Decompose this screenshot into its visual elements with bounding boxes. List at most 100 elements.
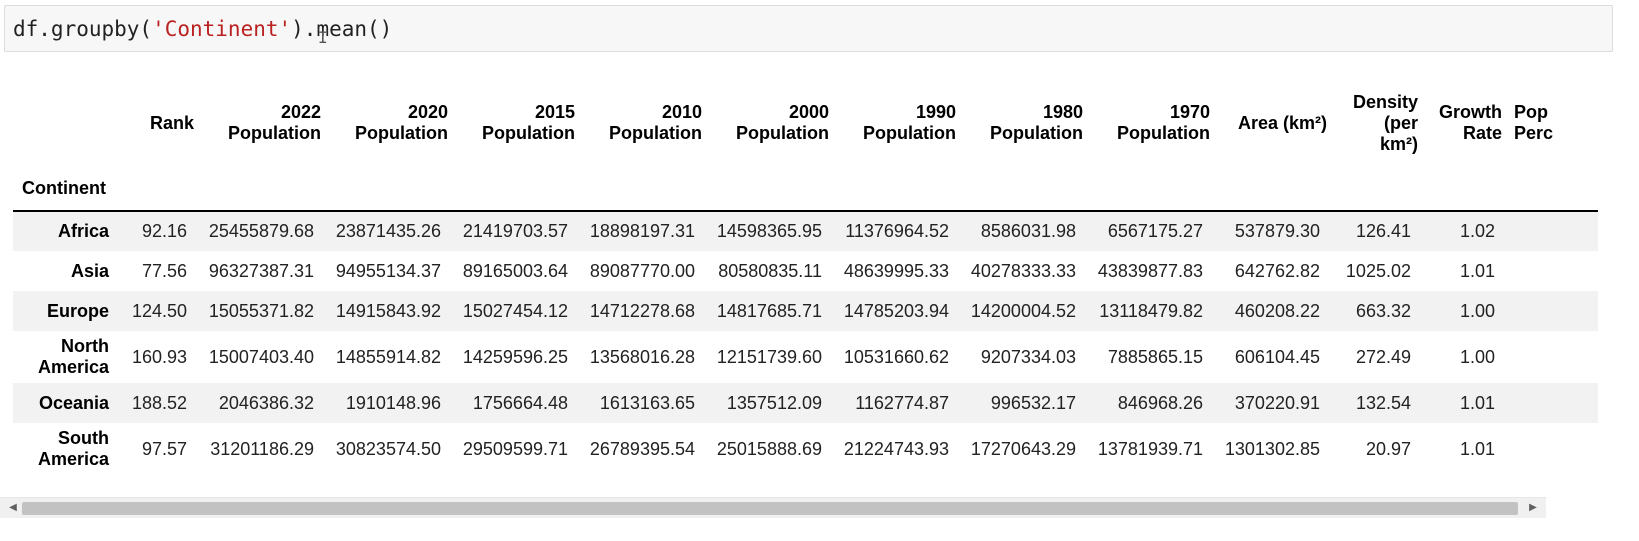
table-cell: 13118479.82 <box>1099 300 1203 321</box>
column-header: 2000 Population <box>736 102 829 143</box>
table-cell: 40278333.33 <box>970 260 1076 281</box>
table-cell: 18898197.31 <box>589 221 695 241</box>
row-index: South America <box>37 428 109 469</box>
column-header-blank <box>13 80 116 166</box>
column-header: Growth Rate <box>1439 102 1502 143</box>
table-cell: 460208.22 <box>1234 300 1320 321</box>
column-header: 2010 Population <box>609 102 702 143</box>
column-header: 1980 Population <box>990 102 1083 143</box>
table-cell: 8586031.98 <box>980 221 1076 241</box>
row-index: North America <box>37 336 109 377</box>
table-cell: 1.01 <box>1459 260 1495 281</box>
row-index: Europe <box>46 300 109 321</box>
table-cell: 6567175.27 <box>1107 221 1203 241</box>
dataframe-table: Rank 2022 Population 2020 Population 2015 P… <box>13 80 1598 475</box>
table-cell: 14712278.68 <box>589 300 695 321</box>
table-cell: 97.57 <box>141 438 187 459</box>
text-cursor-icon: I <box>318 28 328 47</box>
table-cell: 10531660.62 <box>843 346 949 367</box>
table-cell: 15007403.40 <box>208 346 314 367</box>
table-cell: 89087770.00 <box>589 260 695 281</box>
table-cell: 21419703.57 <box>462 221 568 241</box>
table-cell: 17270643.29 <box>970 438 1076 459</box>
table-row: Africa 92.16 25455879.68 23871435.26 214… <box>13 211 1598 251</box>
table-cell: 13568016.28 <box>589 346 695 367</box>
table-row: Oceania 188.52 2046386.32 1910148.96 175… <box>13 383 1598 423</box>
column-header-truncated: Pop Perc <box>1514 102 1554 143</box>
output-area: Rank 2022 Population 2020 Population 2015 P… <box>0 80 1613 517</box>
table-cell: 15027454.12 <box>462 300 568 321</box>
table-cell: 370220.91 <box>1234 392 1320 413</box>
table-cell-truncated <box>1502 251 1598 291</box>
scrollbar-thumb[interactable] <box>22 502 1518 515</box>
table-cell: 12151739.60 <box>716 346 822 367</box>
triangle-right-icon[interactable]: ▶ <box>1529 502 1537 513</box>
code-prefix: df.groupby( <box>13 16 153 41</box>
table-cell: 14200004.52 <box>970 300 1076 321</box>
column-header: 1990 Population <box>863 102 956 143</box>
table-cell: 29509599.71 <box>462 438 568 459</box>
table-cell: 80580835.11 <box>718 260 822 281</box>
table-cell: 132.54 <box>1355 392 1411 413</box>
table-cell: 25455879.68 <box>208 221 314 241</box>
table-cell: 48639995.33 <box>843 260 949 281</box>
table-cell: 1756664.48 <box>472 392 568 413</box>
table-cell: 14855914.82 <box>335 346 441 367</box>
table-cell: 996532.17 <box>990 392 1076 413</box>
row-index: Asia <box>70 260 109 281</box>
table-row: North America 160.93 15007403.40 14855914… <box>13 331 1598 383</box>
table-cell-truncated <box>1502 211 1598 251</box>
table-cell: 23871435.26 <box>335 221 441 241</box>
table-cell: 30823574.50 <box>335 438 441 459</box>
table-cell: 89165003.64 <box>462 260 568 281</box>
table-cell-truncated <box>1502 331 1598 383</box>
table-row: Asia 77.56 96327387.31 94955134.37 89165… <box>13 251 1598 291</box>
table-cell: 642762.82 <box>1234 260 1320 281</box>
table-cell: 663.32 <box>1355 300 1411 321</box>
index-name: Continent <box>22 177 106 198</box>
table-cell: 606104.45 <box>1234 346 1320 367</box>
table-cell: 1.00 <box>1459 300 1495 321</box>
table-cell: 14915843.92 <box>335 300 441 321</box>
table-cell: 14259596.25 <box>462 346 568 367</box>
table-cell: 188.52 <box>131 392 187 413</box>
table-cell: 77.56 <box>141 260 187 281</box>
table-cell: 26789395.54 <box>589 438 695 459</box>
table-row: South America 97.57 31201186.29 30823574.… <box>13 423 1598 475</box>
row-index: Africa <box>57 221 109 241</box>
table-cell-truncated <box>1502 383 1598 423</box>
table-cell: 14598365.95 <box>716 221 822 241</box>
table-cell: 1910148.96 <box>345 392 441 413</box>
table-cell: 11376964.52 <box>845 221 949 241</box>
table-cell: 1.00 <box>1459 346 1495 367</box>
table-cell: 96327387.31 <box>208 260 314 281</box>
table-cell: 13781939.71 <box>1097 438 1203 459</box>
table-cell: 537879.30 <box>1234 221 1320 241</box>
table-cell: 1.02 <box>1459 221 1495 241</box>
table-cell: 1025.02 <box>1345 260 1411 281</box>
table-row: Europe 124.50 15055371.82 14915843.92 15… <box>13 291 1598 331</box>
column-header: 2020 Population <box>355 102 448 143</box>
table-cell: 20.97 <box>1365 438 1411 459</box>
table-cell-truncated <box>1502 423 1598 475</box>
row-index: Oceania <box>38 392 109 413</box>
table-cell: 1357512.09 <box>726 392 822 413</box>
table-cell: 124.50 <box>131 300 187 321</box>
table-cell: 160.93 <box>131 346 187 367</box>
index-name-row: Continent <box>13 166 1598 210</box>
table-cell: 1301302.85 <box>1224 438 1320 459</box>
page-right-margin <box>1613 0 1639 541</box>
code-cell-input[interactable]: df.groupby('Continent').mean() <box>4 5 1613 52</box>
table-cell: 92.16 <box>141 221 187 241</box>
horizontal-scrollbar[interactable]: ◀ ▶ <box>0 497 1546 518</box>
triangle-left-icon[interactable]: ◀ <box>9 502 17 513</box>
column-header: 2022 Population <box>228 102 321 143</box>
table-cell: 21224743.93 <box>843 438 949 459</box>
table-cell: 126.41 <box>1355 221 1411 241</box>
column-header: 2015 Population <box>482 102 575 143</box>
table-cell: 43839877.83 <box>1097 260 1203 281</box>
table-cell: 31201186.29 <box>210 438 314 459</box>
table-cell: 1613163.65 <box>599 392 695 413</box>
table-cell: 25015888.69 <box>716 438 822 459</box>
column-header: Rank <box>149 112 194 133</box>
